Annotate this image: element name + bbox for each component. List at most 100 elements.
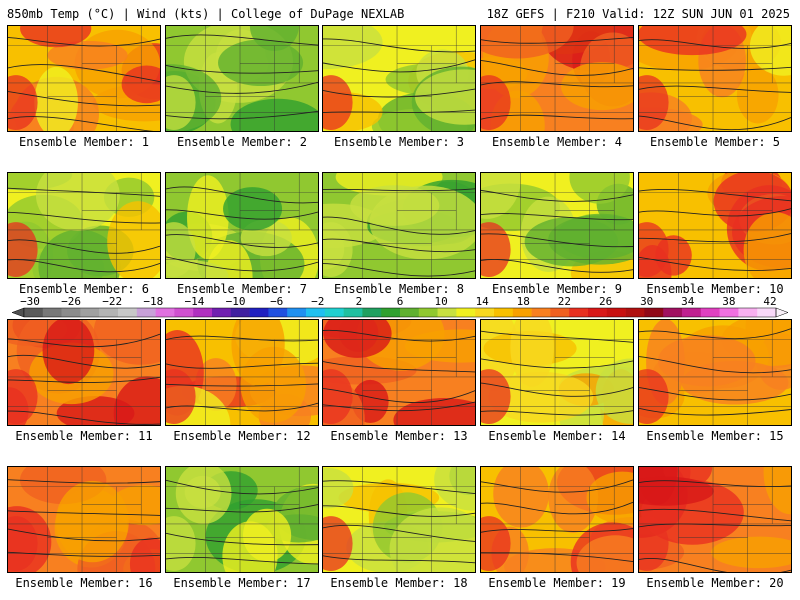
ensemble-member-label: Ensemble Member: 3 bbox=[333, 135, 465, 149]
ensemble-map-panel bbox=[480, 172, 634, 279]
ensemble-map-panel bbox=[165, 172, 319, 279]
ensemble-member-label: Ensemble Member: 7 bbox=[176, 282, 308, 296]
map-title: 850mb Temp (°C) | Wind (kts) | College o… bbox=[7, 7, 405, 21]
temperature-field bbox=[639, 320, 791, 425]
colorbar-swatch bbox=[588, 308, 608, 317]
ensemble-member-label: Ensemble Member: 9 bbox=[491, 282, 623, 296]
colorbar-swatch bbox=[42, 308, 62, 317]
ensemble-map-panel bbox=[165, 25, 319, 132]
colorbar-swatch bbox=[155, 308, 175, 317]
temperature-field bbox=[639, 173, 791, 278]
ensemble-map-panel bbox=[7, 25, 161, 132]
ensemble-map-panel bbox=[638, 319, 792, 426]
ensemble-map-panel bbox=[7, 172, 161, 279]
ensemble-member-label: Ensemble Member: 20 bbox=[646, 576, 784, 590]
ensemble-member-label: Ensemble Member: 11 bbox=[15, 429, 153, 443]
ensemble-member-label: Ensemble Member: 5 bbox=[649, 135, 781, 149]
colorbar-swatch bbox=[625, 308, 645, 317]
ensemble-member-label: Ensemble Member: 13 bbox=[330, 429, 468, 443]
colorbar-high-arrow bbox=[775, 307, 789, 318]
ensemble-map-panel bbox=[638, 466, 792, 573]
colorbar-tick-label: 14 bbox=[476, 295, 490, 308]
temperature-field bbox=[323, 26, 475, 131]
colorbar-swatch bbox=[512, 308, 532, 317]
temperature-field bbox=[323, 320, 475, 425]
ensemble-member-label: Ensemble Member: 6 bbox=[18, 282, 150, 296]
ensemble-map-panel bbox=[165, 466, 319, 573]
ensemble-member-label: Ensemble Member: 4 bbox=[491, 135, 623, 149]
ensemble-member-label: Ensemble Member: 18 bbox=[330, 576, 468, 590]
colorbar-swatch bbox=[249, 308, 269, 317]
colorbar-tick-label: 22 bbox=[558, 295, 571, 308]
ensemble-member-label: Ensemble Member: 16 bbox=[15, 576, 153, 590]
colorbar-tick-label: −2 bbox=[311, 295, 324, 308]
colorbar-swatch bbox=[700, 308, 720, 317]
colorbar-swatch bbox=[494, 308, 514, 317]
colorbar-swatch bbox=[324, 308, 344, 317]
colorbar-swatch bbox=[475, 308, 495, 317]
ensemble-member-label: Ensemble Member: 1 bbox=[18, 135, 150, 149]
ensemble-map-panel bbox=[165, 319, 319, 426]
colorbar-tick-label: −30 bbox=[20, 295, 40, 308]
colorbar-tick-label: 10 bbox=[434, 295, 447, 308]
ensemble-member-label: Ensemble Member: 19 bbox=[488, 576, 626, 590]
colorbar-swatch bbox=[606, 308, 626, 317]
ensemble-map-panel bbox=[638, 172, 792, 279]
colorbar-tick-label: −6 bbox=[270, 295, 283, 308]
run-valid-time: 18Z GEFS | F210 Valid: 12Z SUN JUN 01 20… bbox=[486, 7, 790, 21]
colorbar-tick-label: 30 bbox=[640, 295, 653, 308]
temperature-field bbox=[481, 467, 633, 572]
colorbar-swatch bbox=[174, 308, 194, 317]
temperature-field bbox=[166, 320, 318, 425]
colorbar-swatch bbox=[757, 308, 777, 317]
colorbar-swatch bbox=[738, 308, 758, 317]
colorbar-tick-label: 34 bbox=[681, 295, 695, 308]
ensemble-map-panel bbox=[7, 466, 161, 573]
temperature-field bbox=[166, 26, 318, 131]
colorbar-tick-label: 18 bbox=[517, 295, 530, 308]
temperature-field bbox=[481, 320, 633, 425]
temperature-field bbox=[166, 173, 318, 278]
colorbar-swatch bbox=[456, 308, 476, 317]
colorbar-swatch bbox=[531, 308, 551, 317]
colorbar-tick-label: −14 bbox=[184, 295, 204, 308]
colorbar-swatch bbox=[343, 308, 363, 317]
colorbar-swatch bbox=[118, 308, 138, 317]
ensemble-member-label: Ensemble Member: 2 bbox=[176, 135, 308, 149]
temperature-field bbox=[8, 320, 160, 425]
colorbar-tick-label: 6 bbox=[397, 295, 404, 308]
ensemble-member-label: Ensemble Member: 8 bbox=[333, 282, 465, 296]
ensemble-map-panel bbox=[322, 466, 476, 573]
colorbar-swatch bbox=[569, 308, 589, 317]
ensemble-map-panel bbox=[322, 25, 476, 132]
colorbar-swatch bbox=[362, 308, 382, 317]
colorbar-swatch bbox=[136, 308, 156, 317]
temperature-field bbox=[323, 173, 475, 278]
colorbar-tick-label: −18 bbox=[143, 295, 163, 308]
colorbar-tick-label: 26 bbox=[599, 295, 612, 308]
temperature-field bbox=[8, 173, 160, 278]
colorbar-tick-label: −26 bbox=[61, 295, 81, 308]
ensemble-member-label: Ensemble Member: 14 bbox=[488, 429, 626, 443]
colorbar-swatch bbox=[99, 308, 119, 317]
ensemble-member-label: Ensemble Member: 12 bbox=[173, 429, 311, 443]
temperature-field bbox=[481, 173, 633, 278]
colorbar-swatch bbox=[550, 308, 570, 317]
temperature-colorbar: −30 −26 −22 −18 −14 −10 −6 −2 2 6 10 14 18 22 26 30 34 38… bbox=[11, 295, 789, 318]
colorbar-tick-label: 42 bbox=[763, 295, 776, 308]
ensemble-member-label: Ensemble Member: 17 bbox=[173, 576, 311, 590]
colorbar-tick-label: −22 bbox=[102, 295, 122, 308]
ensemble-map-panel bbox=[638, 25, 792, 132]
colorbar-swatch bbox=[268, 308, 288, 317]
temperature-field bbox=[323, 467, 475, 572]
colorbar-swatch bbox=[306, 308, 326, 317]
colorbar-swatch bbox=[80, 308, 100, 317]
colorbar-low-arrow bbox=[11, 307, 25, 318]
temperature-field bbox=[8, 467, 160, 572]
ensemble-map-panel bbox=[7, 319, 161, 426]
colorbar-swatch bbox=[682, 308, 702, 317]
colorbar-swatch bbox=[287, 308, 307, 317]
ensemble-map-panel bbox=[322, 172, 476, 279]
colorbar-swatch bbox=[24, 308, 44, 317]
temperature-field bbox=[8, 26, 160, 131]
